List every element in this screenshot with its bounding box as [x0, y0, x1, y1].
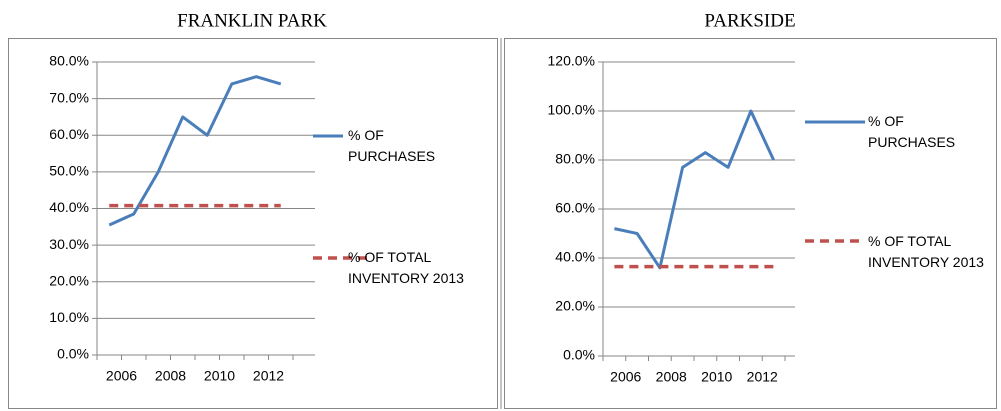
legend-label: % OF PURCHASES: [868, 113, 956, 150]
chart-title: FRANKLIN PARK: [177, 10, 327, 31]
x-tick-label: 2006: [106, 368, 137, 384]
y-tick-label: 0.0%: [57, 346, 89, 362]
legend-label: % OF TOTAL INVENTORY 2013: [868, 233, 984, 270]
y-tick-label: 80.0%: [49, 53, 89, 69]
y-tick-label: 10.0%: [49, 309, 89, 325]
chart-title: PARKSIDE: [704, 10, 795, 31]
y-tick-label: 20.0%: [49, 272, 89, 288]
y-tick-label: 60.0%: [49, 126, 89, 142]
y-tick-label: 0.0%: [563, 347, 595, 363]
x-tick-label: 2012: [747, 369, 778, 385]
x-tick-label: 2008: [656, 369, 687, 385]
data-line: [108, 75, 282, 227]
x-tick-label: 2006: [610, 369, 641, 385]
y-tick-label: 70.0%: [49, 89, 89, 105]
x-tick-label: 2010: [701, 369, 732, 385]
y-tick-label: 40.0%: [555, 249, 595, 265]
chart-frame: [504, 38, 997, 409]
y-tick-label: 50.0%: [49, 163, 89, 179]
legend-label: % OF TOTAL INVENTORY 2013: [348, 249, 464, 286]
y-tick-label: 30.0%: [49, 236, 89, 252]
data-line: [614, 109, 775, 270]
x-tick-label: 2012: [253, 368, 284, 384]
legend-label: % OF PURCHASES: [348, 127, 436, 164]
y-tick-label: 100.0%: [548, 102, 595, 118]
y-tick-label: 80.0%: [555, 151, 595, 167]
y-tick-label: 120.0%: [548, 53, 595, 69]
chart-frame: [8, 38, 498, 409]
y-tick-label: 20.0%: [555, 298, 595, 314]
x-tick-label: 2008: [155, 368, 186, 384]
x-tick-label: 2010: [204, 368, 235, 384]
y-tick-label: 40.0%: [49, 199, 89, 215]
y-tick-label: 60.0%: [555, 200, 595, 216]
